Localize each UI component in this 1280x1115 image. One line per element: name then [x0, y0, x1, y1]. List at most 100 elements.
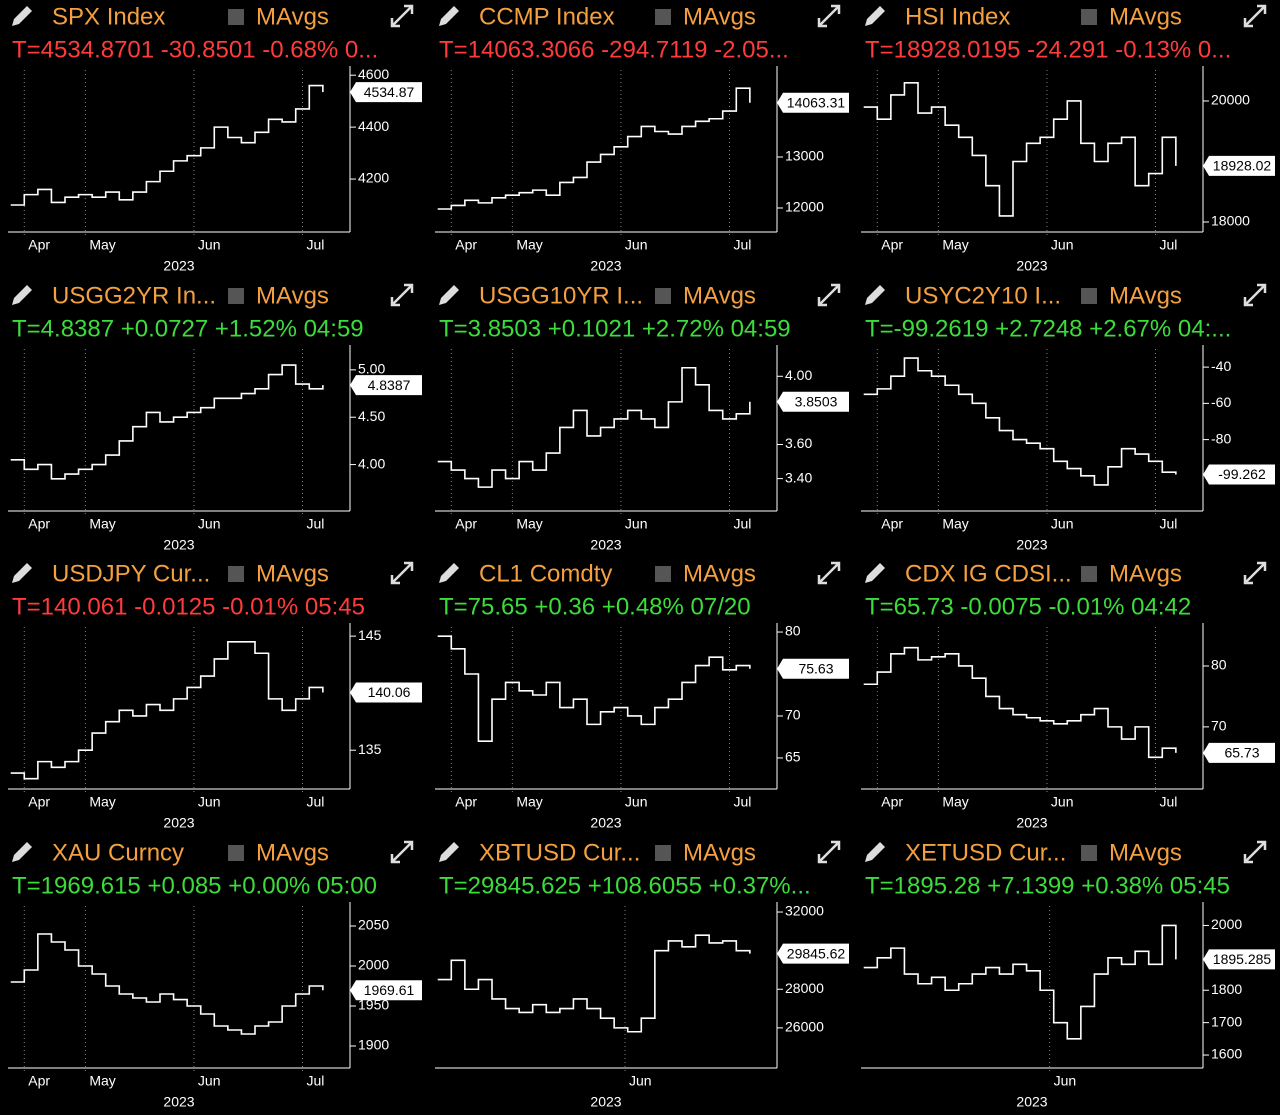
legend-label: MAvgs: [1109, 282, 1182, 309]
y-tick-label: 13000: [785, 148, 824, 164]
panel-title: USYC2Y10 I...: [905, 282, 1061, 309]
edit-icon[interactable]: [439, 6, 459, 26]
x-axis-label: 2023: [1016, 258, 1047, 274]
chart-panel: SPX Index MAvgs T=4534.8701 -30.8501 -0.68…: [8, 3, 422, 274]
edit-icon[interactable]: [439, 285, 459, 305]
x-tick-label: Jun: [625, 794, 648, 810]
y-tick-label: 135: [358, 741, 382, 757]
edit-icon[interactable]: [12, 285, 32, 305]
chart-panel: XAU Curncy MAvgs T=1969.615 +0.085 +0.00% …: [8, 839, 422, 1110]
x-tick-label: Jun: [198, 516, 221, 532]
chart-panel: CCMP Index MAvgs T=14063.3066 -294.7119 -2…: [435, 3, 849, 274]
quote-line: T=4.8387 +0.0727 +1.52% 04:59: [12, 315, 364, 342]
x-tick-label: Jul: [1160, 237, 1178, 253]
edit-icon[interactable]: [865, 842, 885, 862]
expand-icon[interactable]: [1243, 4, 1267, 28]
expand-icon[interactable]: [390, 561, 414, 585]
expand-icon[interactable]: [390, 4, 414, 28]
y-tick-label: 5.00: [358, 361, 385, 377]
price-line: [863, 82, 1177, 217]
y-tick-label: 70: [785, 707, 801, 723]
x-tick-label: May: [89, 237, 115, 253]
expand-icon[interactable]: [390, 283, 414, 307]
last-value-box: [1203, 155, 1275, 176]
legend-label: MAvgs: [256, 839, 329, 866]
x-axis-label: 2023: [590, 815, 621, 831]
legend-checkbox[interactable]: [228, 288, 244, 304]
expand-icon[interactable]: [1243, 561, 1267, 585]
price-line: [10, 84, 324, 206]
edit-icon[interactable]: [865, 563, 885, 583]
y-tick-label: 80: [785, 623, 801, 639]
y-tick-label: 28000: [785, 980, 824, 996]
legend-checkbox[interactable]: [655, 9, 671, 25]
edit-icon[interactable]: [439, 842, 459, 862]
edit-icon[interactable]: [12, 842, 32, 862]
expand-icon[interactable]: [1243, 283, 1267, 307]
legend-label: MAvgs: [256, 282, 329, 309]
y-tick-label: 1950: [358, 997, 389, 1013]
edit-icon[interactable]: [439, 563, 459, 583]
edit-icon[interactable]: [12, 6, 32, 26]
legend-checkbox[interactable]: [228, 845, 244, 861]
expand-icon[interactable]: [817, 283, 841, 307]
edit-icon[interactable]: [865, 285, 885, 305]
x-tick-label: Jun: [1051, 237, 1074, 253]
last-value-box: [350, 375, 422, 396]
y-tick-label: 3.60: [785, 435, 812, 451]
x-tick-label: May: [942, 516, 968, 532]
x-tick-label: Jun: [629, 1073, 652, 1089]
x-tick-label: Apr: [881, 237, 903, 253]
edit-icon[interactable]: [865, 6, 885, 26]
last-value-label: 14063.31: [787, 94, 846, 110]
quote-line: T=75.65 +0.36 +0.48% 07/20: [439, 593, 751, 620]
y-tick-label: 4.50: [358, 408, 385, 424]
legend-checkbox[interactable]: [228, 566, 244, 582]
chart-panel: USGG2YR In... MAvgs T=4.8387 +0.0727 +1.52…: [8, 282, 422, 553]
expand-icon[interactable]: [390, 840, 414, 864]
y-tick-label: 80: [1211, 657, 1227, 673]
last-value-box: [1203, 949, 1275, 970]
y-tick-label: 1800: [1211, 981, 1242, 997]
legend-checkbox[interactable]: [655, 566, 671, 582]
panel-title: CDX IG CDSI...: [905, 560, 1072, 587]
x-tick-label: Apr: [28, 794, 50, 810]
panel-title: CL1 Comdty: [479, 560, 612, 587]
legend-label: MAvgs: [1109, 839, 1182, 866]
last-value-label: 65.73: [1224, 745, 1259, 761]
x-tick-label: Jul: [307, 794, 325, 810]
edit-icon[interactable]: [12, 563, 32, 583]
legend-checkbox[interactable]: [655, 845, 671, 861]
quote-line: T=14063.3066 -294.7119 -2.05...: [439, 36, 789, 63]
quote-line: T=3.8503 +0.1021 +2.72% 04:59: [439, 315, 791, 342]
legend-label: MAvgs: [256, 3, 329, 30]
panel-title: CCMP Index: [479, 3, 615, 30]
legend-checkbox[interactable]: [228, 9, 244, 25]
chart-panel: USGG10YR I... MAvgs T=3.8503 +0.1021 +2.72…: [435, 282, 849, 553]
expand-icon[interactable]: [817, 840, 841, 864]
panel-title: XAU Curncy: [52, 839, 184, 866]
last-value-label: 75.63: [798, 660, 833, 676]
quote-line: T=18928.0195 -24.291 -0.13% 0...: [865, 36, 1231, 63]
legend-checkbox[interactable]: [1081, 288, 1097, 304]
panel-title: XBTUSD Cur...: [479, 839, 640, 866]
expand-icon[interactable]: [817, 4, 841, 28]
x-tick-label: May: [89, 516, 115, 532]
legend-checkbox[interactable]: [1081, 566, 1097, 582]
legend-checkbox[interactable]: [1081, 845, 1097, 861]
y-tick-label: 2000: [358, 957, 389, 973]
y-tick-label: -40: [1211, 358, 1231, 374]
x-tick-label: Jul: [1160, 794, 1178, 810]
x-axis-label: 2023: [590, 258, 621, 274]
x-tick-label: Jul: [734, 794, 752, 810]
x-tick-label: Jul: [734, 237, 752, 253]
expand-icon[interactable]: [817, 561, 841, 585]
x-tick-label: Jun: [198, 794, 221, 810]
x-axis-label: 2023: [163, 537, 194, 553]
expand-icon[interactable]: [1243, 840, 1267, 864]
quote-line: T=4534.8701 -30.8501 -0.68% 0...: [12, 36, 378, 63]
last-value-label: 140.06: [368, 684, 411, 700]
legend-checkbox[interactable]: [655, 288, 671, 304]
legend-checkbox[interactable]: [1081, 9, 1097, 25]
x-axis-label: 2023: [163, 1094, 194, 1110]
